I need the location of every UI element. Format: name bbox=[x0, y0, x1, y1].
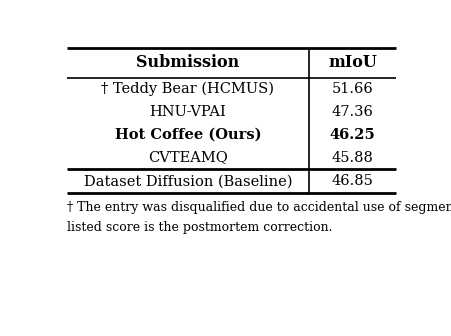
Text: 46.25: 46.25 bbox=[329, 128, 374, 142]
Text: CVTEAMQ: CVTEAMQ bbox=[147, 151, 227, 165]
Text: 51.66: 51.66 bbox=[331, 82, 373, 96]
Text: 47.36: 47.36 bbox=[331, 105, 373, 119]
Text: 46.85: 46.85 bbox=[331, 174, 373, 188]
Text: Dataset Diffusion (Baseline): Dataset Diffusion (Baseline) bbox=[83, 174, 291, 188]
Text: Submission: Submission bbox=[136, 54, 239, 72]
Text: mIoU: mIoU bbox=[327, 54, 376, 72]
Text: † The entry was disqualified due to accidental use of segmentation labels in a m: † The entry was disqualified due to acci… bbox=[67, 201, 451, 214]
Text: listed score is the postmortem correction.: listed score is the postmortem correctio… bbox=[67, 221, 332, 234]
Text: † Teddy Bear (HCMUS): † Teddy Bear (HCMUS) bbox=[101, 82, 274, 96]
Text: 45.88: 45.88 bbox=[331, 151, 373, 165]
Text: HNU-VPAI: HNU-VPAI bbox=[149, 105, 226, 119]
Text: Hot Coffee (Ours): Hot Coffee (Ours) bbox=[115, 128, 261, 142]
